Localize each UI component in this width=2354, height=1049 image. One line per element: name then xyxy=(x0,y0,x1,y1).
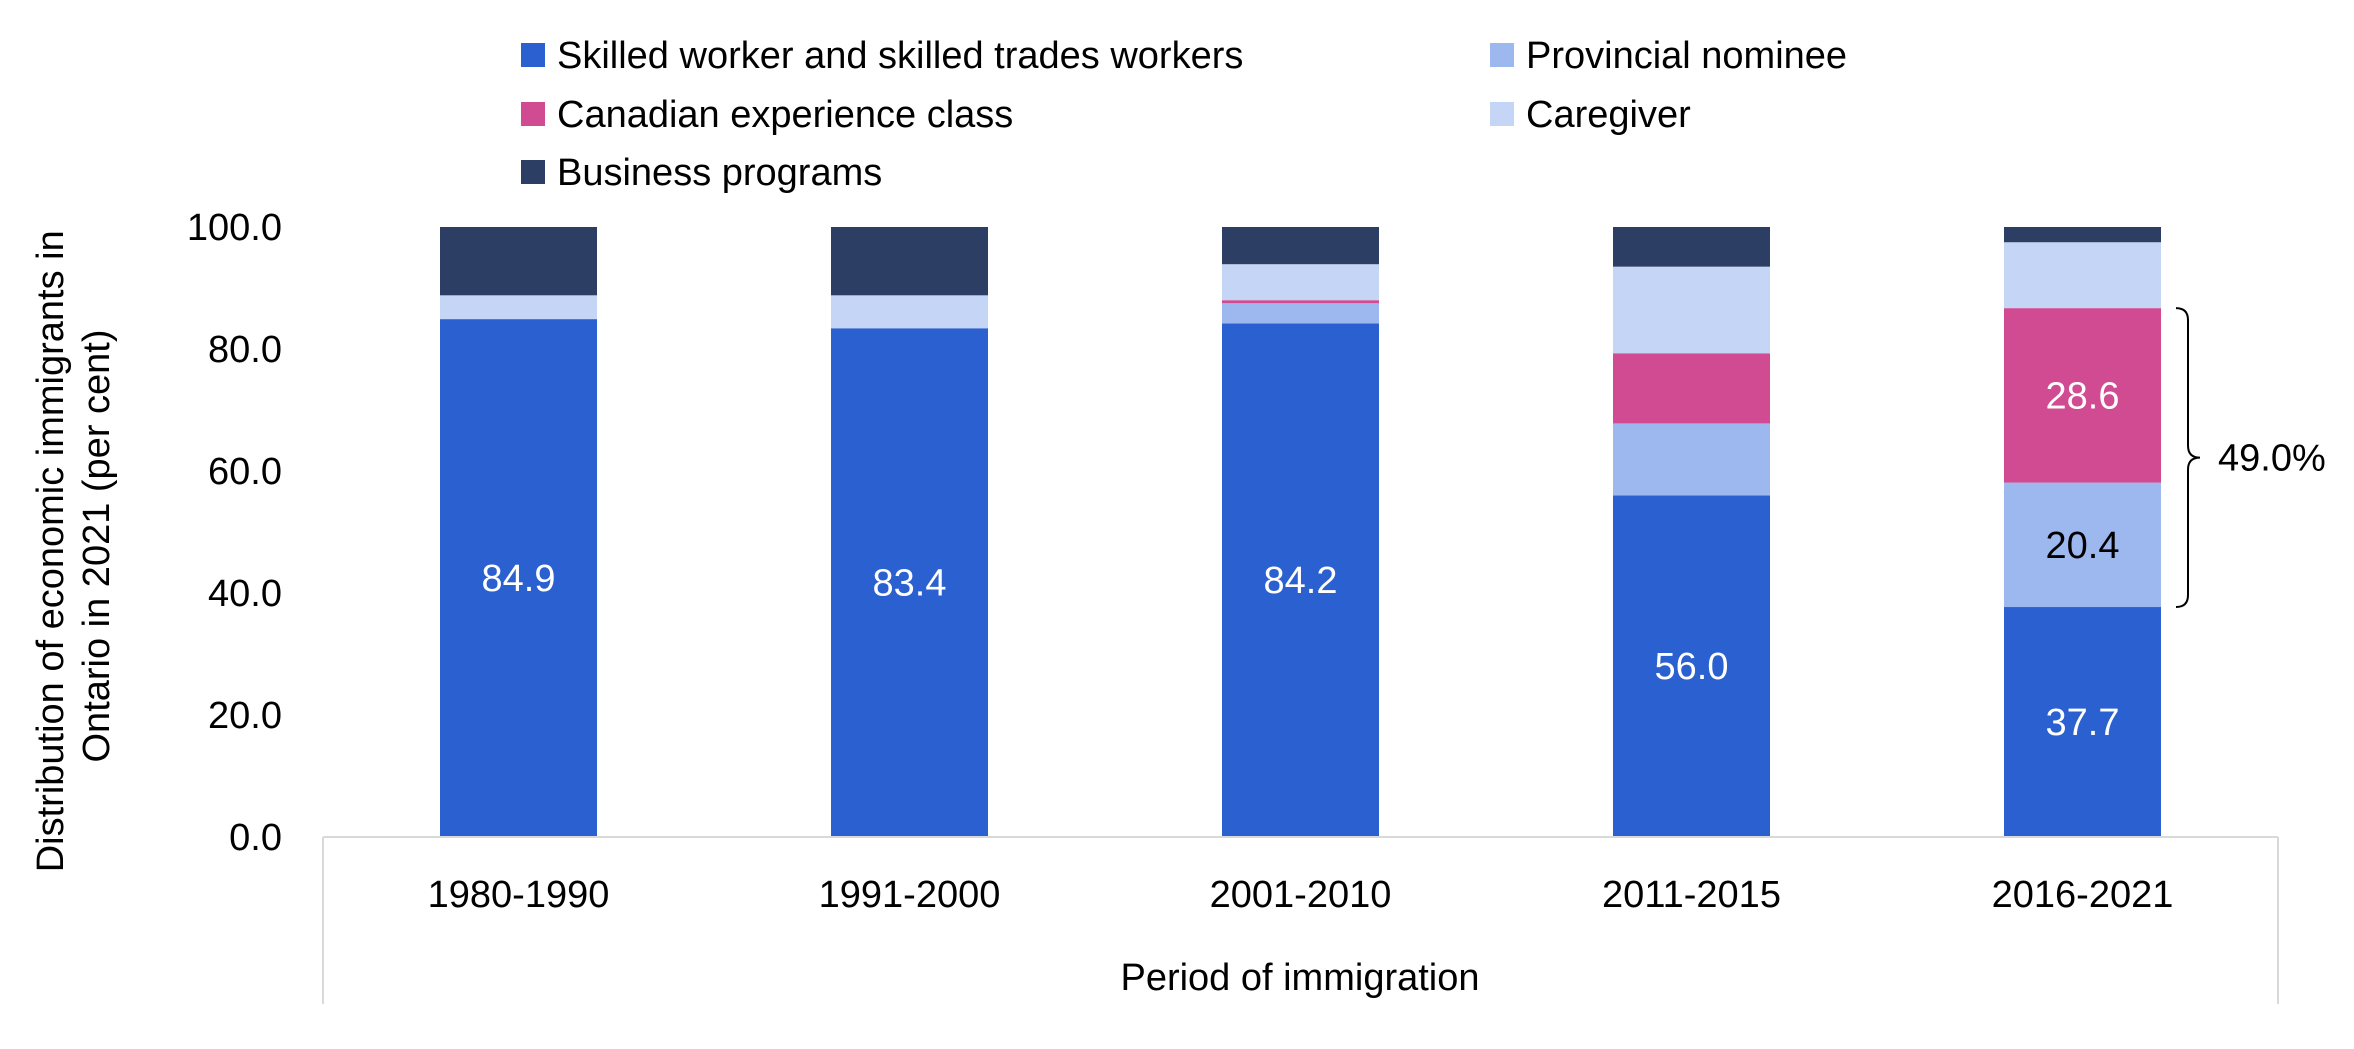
plot-area: 84.9 83.4 84.2 56.0 37.7 20.4 28.6 xyxy=(440,227,2161,837)
legend-item: Business programs xyxy=(521,152,882,194)
bar-segment xyxy=(1613,353,1770,424)
legend-label: Business programs xyxy=(557,152,882,194)
bar-segment xyxy=(1222,264,1379,301)
bracket-line xyxy=(2175,307,2201,609)
y-axis-title: Distribution of economic immigrants in O… xyxy=(30,220,118,873)
data-label: 56.0 xyxy=(1655,646,1729,688)
bar-segment xyxy=(1222,323,1379,837)
y-tick-label: 40.0 xyxy=(208,573,282,615)
data-label: 37.7 xyxy=(2046,702,2120,744)
legend-label: Canadian experience class xyxy=(557,94,1013,136)
bar-segment xyxy=(440,295,597,320)
legend-swatch xyxy=(1490,43,1514,67)
y-tick-label: 100.0 xyxy=(187,207,282,249)
bar-segment xyxy=(2004,242,2161,309)
x-tick-label: 2001-2010 xyxy=(1210,874,1392,916)
legend-item: Canadian experience class xyxy=(521,94,1013,136)
y-axis-title-line-2: Ontario in 2021 (per cent) xyxy=(76,329,118,762)
legend-item: Caregiver xyxy=(1490,94,1691,136)
x-axis-title: Period of immigration xyxy=(1120,957,1479,999)
x-tick-label: 1991-2000 xyxy=(819,874,1001,916)
data-label: 83.4 xyxy=(873,563,947,605)
data-label: 28.6 xyxy=(2046,375,2120,417)
legend-swatch xyxy=(521,160,545,184)
bar-segment xyxy=(1613,495,1770,837)
legend-item: Provincial nominee xyxy=(1490,35,1847,77)
y-axis-title-line-1: Distribution of economic immigrants in xyxy=(30,230,72,872)
bar-segment xyxy=(1222,303,1379,324)
legend-item: Skilled worker and skilled trades worker… xyxy=(521,35,1243,77)
y-tick-label: 0.0 xyxy=(229,817,282,859)
bar-segment xyxy=(440,319,597,837)
bar-segment xyxy=(2004,308,2161,483)
legend-label: Provincial nominee xyxy=(1526,35,1847,77)
bar-segment xyxy=(1613,266,1770,354)
x-axis: 1980-1990 1991-2000 2001-2010 2011-2015 2016… xyxy=(322,836,2279,1004)
y-axis: 0.0 20.0 40.0 60.0 80.0 100.0 xyxy=(187,207,282,859)
legend-swatch xyxy=(521,102,545,126)
legend-label: Skilled worker and skilled trades worker… xyxy=(557,35,1243,77)
bar-segment xyxy=(1222,227,1379,265)
bar-segment xyxy=(1613,227,1770,267)
y-tick-label: 80.0 xyxy=(208,329,282,371)
bar-segment xyxy=(831,227,988,296)
data-label: 84.2 xyxy=(1264,560,1338,602)
data-label: 20.4 xyxy=(2046,525,2120,567)
legend-swatch xyxy=(1490,102,1514,126)
bar-segment xyxy=(831,295,988,329)
data-label: 84.9 xyxy=(482,558,556,600)
x-tick-label: 2016-2021 xyxy=(1992,874,2174,916)
annotation-bracket: 49.0% xyxy=(2175,307,2326,609)
bar-segment xyxy=(1222,300,1379,304)
annotation-label: 49.0% xyxy=(2218,438,2326,480)
x-tick-label: 1980-1990 xyxy=(428,874,610,916)
bar-segment xyxy=(2004,607,2161,837)
bar-segment xyxy=(2004,482,2161,608)
legend: Skilled worker and skilled trades worker… xyxy=(521,35,1847,194)
bar-segment xyxy=(831,328,988,837)
x-tick-label: 2011-2015 xyxy=(1602,874,1781,916)
legend-label: Caregiver xyxy=(1526,94,1691,136)
bar-segment xyxy=(1613,423,1770,496)
bar-segment xyxy=(440,227,597,296)
legend-swatch xyxy=(521,43,545,67)
y-tick-label: 20.0 xyxy=(208,695,282,737)
bar-segment xyxy=(2004,227,2161,243)
y-tick-label: 60.0 xyxy=(208,451,282,493)
